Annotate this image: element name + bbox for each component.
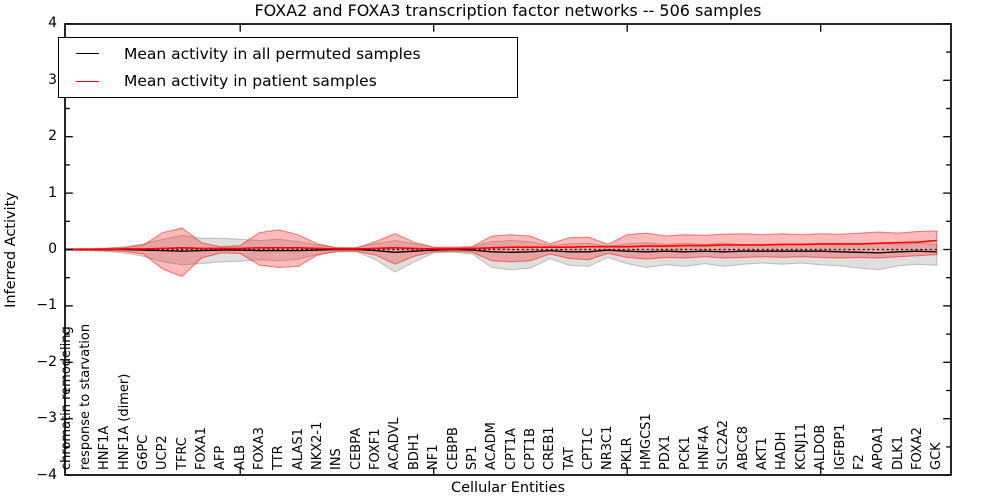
permuted-mean-line: [66, 248, 937, 254]
legend-label-permuted: Mean activity in all permuted samples: [124, 44, 421, 63]
x-tick-label: ALDOB: [813, 424, 829, 470]
y-tick-label: −1: [36, 297, 57, 314]
x-tick-label: NR3C1: [600, 425, 616, 470]
x-tick-label: ACADVL: [387, 417, 403, 470]
x-tick-label: FOXA3: [252, 427, 267, 470]
x-tick-label: CPT1C: [580, 427, 596, 470]
legend-item-permuted: Mean activity in all permuted samples: [59, 41, 517, 67]
x-tick-label: PCK1: [677, 436, 693, 470]
x-tick-label: ALB: [232, 444, 248, 470]
x-tick-label: ACADM: [484, 422, 500, 470]
x-tick-label: CEBPB: [445, 427, 461, 470]
x-tick-label: CEBPA: [348, 427, 364, 470]
y-tick-label: −4: [36, 466, 57, 483]
x-tick-label: PKLR: [619, 437, 635, 470]
x-tick-label: IGFBP1: [832, 423, 848, 470]
chart-title: FOXA2 and FOXA3 transcription factor net…: [254, 1, 762, 20]
x-tick-label: response to starvation: [77, 323, 93, 470]
y-tick-label: 1: [48, 184, 57, 201]
x-tick-label: KCNJ11: [793, 423, 809, 470]
x-tick-label: ABCC8: [735, 425, 751, 470]
patient-mean-line: [66, 239, 937, 251]
y-tick-label: −3: [36, 410, 57, 427]
x-tick-label: SLC2A2: [716, 419, 732, 470]
x-tick-label: DLK1: [890, 435, 906, 470]
y-tick-label: 2: [48, 128, 57, 145]
x-tick-label: HNF1A (dimer): [116, 373, 132, 470]
x-axis-label: Cellular Entities: [450, 480, 566, 496]
x-tick-label: FOXA1: [193, 427, 209, 470]
x-tick-label: INS: [329, 448, 345, 470]
x-tick-label: FOXF1: [368, 428, 384, 470]
x-tick-label: F2: [851, 454, 867, 470]
x-tick-label: CREB1: [542, 426, 558, 470]
x-tick-label: HNF4A: [697, 425, 713, 470]
x-tick-label: CPT1A: [503, 427, 519, 470]
x-tick-label: APOA1: [871, 426, 887, 470]
x-tick-label: AKT1: [755, 437, 771, 470]
x-tick-label: TFRC: [174, 437, 190, 470]
y-tick-label: 0: [48, 241, 57, 257]
x-tick-label: ALAS1: [290, 428, 306, 470]
legend-line-sample-patient: [76, 80, 99, 82]
x-tick-label: HMGCS1: [639, 413, 654, 470]
x-tick-label: PDX1: [658, 434, 674, 470]
x-tick-label: BDH1: [406, 433, 422, 470]
legend-label-patient: Mean activity in patient samples: [124, 72, 377, 91]
x-tick-label: TTR: [271, 445, 287, 470]
x-tick-label: HADH: [774, 431, 790, 470]
x-tick-label: SP1: [464, 445, 480, 470]
x-tick-label: chromatin remodeling: [58, 326, 74, 470]
x-tick-label: NKX2-1: [310, 421, 326, 470]
legend-line-sample-permuted: [76, 53, 99, 55]
x-tick-label: CPT1B: [522, 427, 538, 470]
legend: Mean activity in all permuted samples Me…: [58, 37, 518, 98]
y-tick-label: 4: [48, 15, 57, 32]
x-tick-label: NF1: [426, 444, 442, 470]
y-tick-label: 3: [48, 71, 57, 88]
x-tick-label: GCK: [929, 442, 945, 470]
axes-frame: [64, 23, 952, 476]
x-tick-label: UCP2: [155, 435, 171, 470]
legend-item-patient: Mean activity in patient samples: [59, 68, 517, 94]
x-tick-label: TAT: [561, 447, 577, 470]
x-tick-label: AFP: [213, 445, 229, 470]
x-tick-label: G6PC: [135, 434, 151, 470]
x-tick-label: HNF1A: [97, 425, 113, 470]
x-tick-label: FOXA2: [909, 427, 925, 470]
y-tick-label: −2: [36, 353, 57, 370]
